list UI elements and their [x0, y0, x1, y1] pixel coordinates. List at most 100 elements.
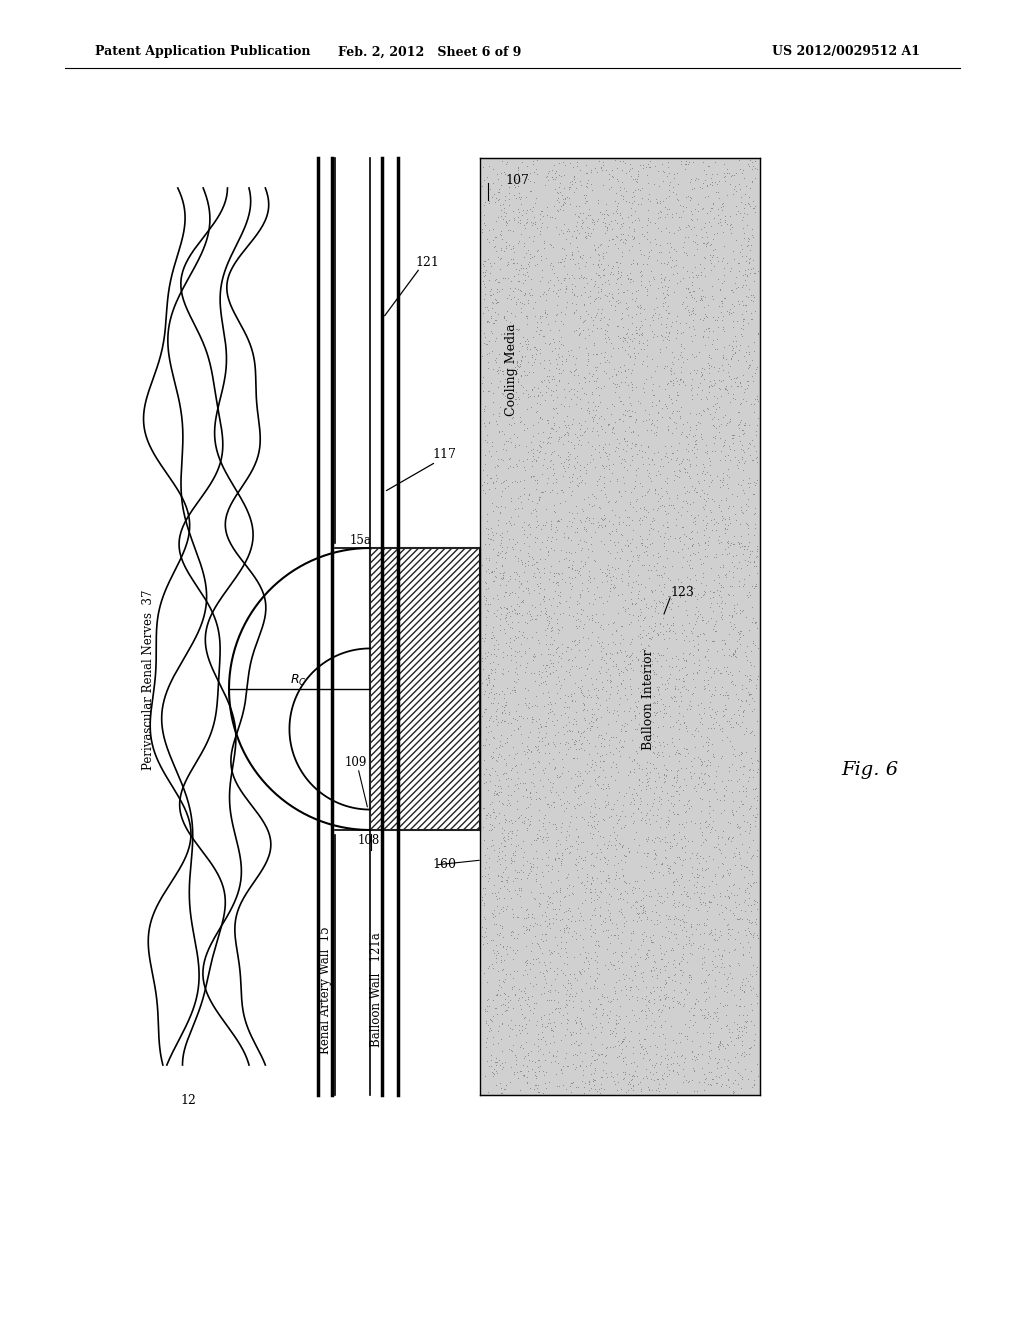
- Point: [617, 339, 634, 360]
- Point: [710, 1007, 726, 1028]
- Point: [688, 587, 705, 609]
- Point: [622, 329, 638, 350]
- Point: [532, 430, 549, 451]
- Point: [749, 611, 765, 632]
- Point: [508, 187, 524, 209]
- Point: [653, 886, 670, 907]
- Point: [702, 667, 719, 688]
- Point: [665, 177, 681, 198]
- Point: [601, 433, 617, 454]
- Point: [572, 471, 589, 492]
- Point: [515, 263, 531, 284]
- Point: [557, 997, 573, 1018]
- Point: [566, 968, 583, 989]
- Point: [703, 519, 720, 540]
- Point: [671, 433, 687, 454]
- Point: [705, 321, 721, 342]
- Point: [622, 653, 638, 675]
- Point: [581, 363, 597, 384]
- Point: [695, 912, 712, 933]
- Point: [639, 721, 655, 742]
- Point: [581, 713, 597, 734]
- Point: [571, 246, 588, 267]
- Point: [717, 508, 733, 529]
- Point: [601, 1001, 617, 1022]
- Point: [483, 929, 500, 950]
- Point: [590, 236, 606, 257]
- Point: [660, 198, 677, 219]
- Point: [564, 729, 581, 750]
- Point: [480, 1081, 497, 1102]
- Point: [474, 475, 490, 496]
- Point: [503, 271, 519, 292]
- Point: [726, 447, 742, 469]
- Point: [524, 711, 541, 733]
- Point: [681, 317, 697, 338]
- Point: [585, 253, 601, 275]
- Point: [483, 187, 500, 209]
- Point: [735, 576, 752, 597]
- Point: [586, 290, 602, 312]
- Point: [706, 375, 722, 396]
- Point: [736, 995, 753, 1016]
- Point: [671, 466, 687, 487]
- Point: [522, 788, 539, 809]
- Point: [709, 657, 725, 678]
- Point: [728, 713, 744, 734]
- Point: [701, 1023, 718, 1044]
- Point: [671, 952, 687, 973]
- Point: [683, 1030, 699, 1051]
- Point: [574, 849, 591, 870]
- Point: [549, 510, 565, 531]
- Point: [528, 710, 545, 731]
- Point: [656, 1034, 673, 1055]
- Point: [736, 346, 753, 367]
- Point: [716, 630, 732, 651]
- Point: [480, 664, 497, 685]
- Point: [632, 1041, 648, 1063]
- Point: [628, 288, 644, 309]
- Point: [670, 935, 686, 956]
- Point: [501, 528, 517, 549]
- Point: [737, 1010, 754, 1031]
- Point: [489, 1063, 506, 1084]
- Point: [570, 195, 587, 216]
- Point: [516, 741, 532, 762]
- Point: [609, 268, 626, 289]
- Point: [593, 253, 609, 275]
- Point: [684, 582, 700, 603]
- Point: [485, 783, 502, 804]
- Point: [606, 924, 623, 945]
- Point: [692, 787, 709, 808]
- Point: [748, 964, 764, 985]
- Point: [521, 536, 538, 557]
- Point: [509, 564, 525, 585]
- Point: [636, 1028, 652, 1049]
- Point: [650, 590, 667, 611]
- Point: [697, 755, 714, 776]
- Point: [675, 516, 691, 537]
- Point: [566, 630, 583, 651]
- Point: [559, 721, 575, 742]
- Point: [639, 685, 655, 706]
- Point: [513, 350, 529, 371]
- Point: [618, 659, 635, 680]
- Point: [602, 569, 618, 590]
- Point: [579, 718, 595, 739]
- Point: [550, 572, 566, 593]
- Point: [589, 834, 605, 855]
- Point: [736, 573, 753, 594]
- Point: [582, 566, 598, 587]
- Point: [597, 213, 613, 234]
- Point: [666, 168, 682, 189]
- Point: [681, 966, 697, 987]
- Point: [552, 880, 568, 902]
- Point: [616, 880, 633, 902]
- Point: [547, 725, 563, 746]
- Point: [734, 1067, 751, 1088]
- Point: [698, 900, 715, 921]
- Point: [733, 689, 750, 710]
- Point: [547, 1016, 563, 1038]
- Point: [658, 397, 675, 418]
- Point: [692, 846, 709, 867]
